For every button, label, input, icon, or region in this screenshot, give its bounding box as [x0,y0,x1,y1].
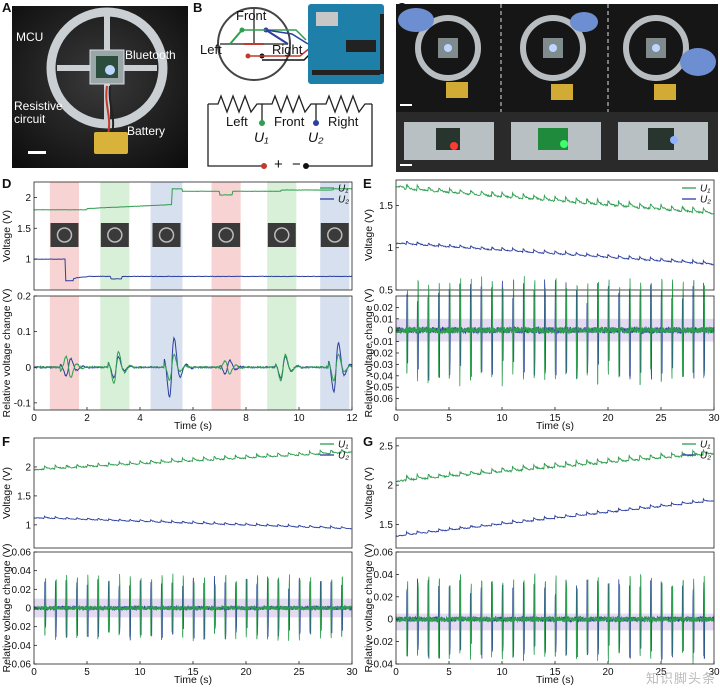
f-legend-u1: U₁ [338,440,348,451]
e-relative-xtick: 10 [496,413,508,424]
d-voltage-u1-line [34,189,352,210]
f-legend-u2: U₂ [338,451,349,462]
g-relative-ylabel: Relative voltage change (V) [363,544,375,673]
d-relative-xtick: 4 [137,413,143,424]
e-relative-ytick: 0.02 [374,303,394,314]
d-voltage-ytick: 1 [25,255,31,266]
g-relative-xtick: 0 [393,667,399,678]
d-relative-ytick: 0 [25,363,31,374]
d-voltage-ylabel: Voltage (V) [1,210,13,262]
e-voltage-ytick: 1 [387,243,393,254]
g-relative-ytick: 0 [387,615,393,626]
d-relative-xtick: 2 [84,413,90,424]
g-legend-u1: U₁ [700,440,710,451]
f-relative-ytick: 0.02 [12,585,32,596]
e-relative-xtick: 25 [655,413,667,424]
e-voltage-ytick: 0.5 [379,286,393,297]
e-xlabel: Time (s) [536,420,574,432]
d-relative-ylabel: Relative voltage change (V) [1,289,13,418]
g-voltage-frame [396,438,714,548]
d-thumbnail [212,223,240,247]
d-relative-xtick: 12 [346,413,358,424]
e-voltage-ylabel: Voltage (V) [363,209,375,261]
g-relative-xtick: 10 [496,667,508,678]
f-voltage-ylabel: Voltage (V) [1,467,13,519]
e-relative-ytick: 0 [387,326,393,337]
d-band-blue [320,296,349,410]
g-voltage-ytick: 1.5 [379,520,393,531]
f-voltage-ytick: 1.5 [17,491,31,502]
e-relative-ytick: 0.01 [374,314,394,325]
g-relative-u1-line [396,574,714,665]
f-xlabel: Time (s) [174,674,212,686]
g-relative-xtick: 20 [602,667,614,678]
g-legend-u2: U₂ [700,451,711,462]
f-voltage-ytick: 2 [25,462,31,473]
e-legend-u2: U₂ [700,195,711,206]
d-thumbnail [50,223,78,247]
d-relative-xtick: 8 [243,413,249,424]
f-relative-xtick: 25 [293,667,305,678]
e-relative-xtick: 5 [446,413,452,424]
g-relative-ytick: 0.06 [374,548,394,559]
d-voltage-ytick: 1.5 [17,224,31,235]
d-relative-ytick: -0.1 [14,398,32,409]
e-legend-u1: U₁ [700,184,710,195]
d-relative-xtick: 0 [31,413,37,424]
e-relative-ylabel: Relative voltage change (V) [363,289,375,418]
d-voltage-frame [34,182,352,290]
e-voltage-u2-line [396,241,714,265]
d-voltage-ytick: 2 [25,193,31,204]
d-band-red [50,296,79,410]
d-voltage-u2-line [34,259,352,281]
g-relative-xtick: 5 [446,667,452,678]
d-thumbnail [268,223,296,247]
d-thumbnail [321,223,349,247]
d-thumbnail [101,223,129,247]
f-relative-xtick: 10 [134,667,146,678]
f-relative-xtick: 20 [240,667,252,678]
f-relative-xtick: 30 [346,667,358,678]
d-band-green [267,296,296,410]
g-voltage-ylabel: Voltage (V) [363,467,375,519]
g-relative-ytick: 0.04 [374,570,394,581]
d-relative-frame [34,296,352,410]
d-legend-u2: U₂ [338,195,349,206]
g-relative-ytick: 0.02 [374,592,394,603]
f-relative-xtick: 5 [84,667,90,678]
f-relative-ytick: 0 [25,604,31,615]
g-xlabel: Time (s) [536,674,574,686]
d-xlabel: Time (s) [174,420,212,432]
f-relative-xtick: 0 [31,667,37,678]
f-relative-ylabel: Relative voltage change (V) [1,544,13,673]
f-relative-ytick: 0.06 [12,548,32,559]
watermark: 知识脚头条 [646,668,716,687]
d-band-blue [151,296,183,410]
g-voltage-u2-line [396,499,714,537]
g-voltage-ytick: 2 [387,481,393,492]
d-legend-u1: U₁ [338,184,348,195]
e-voltage-ytick: 1.5 [379,201,393,212]
f-voltage-ytick: 1 [25,520,31,531]
e-voltage-u1-line [396,184,714,214]
e-relative-xtick: 0 [393,413,399,424]
d-relative-ytick: 0.1 [17,327,31,338]
d-thumbnail [153,223,181,247]
d-band-red [212,296,241,410]
f-voltage-frame [34,438,352,548]
f-voltage-u2-line [34,516,352,529]
e-relative-xtick: 20 [602,413,614,424]
d-relative-ytick: 0.2 [17,292,31,303]
d-relative-xtick: 10 [293,413,305,424]
e-relative-xtick: 30 [708,413,720,424]
g-voltage-u1-line [396,449,714,481]
d-band-green [100,296,129,410]
f-relative-ytick: 0.04 [12,566,32,577]
g-voltage-ytick: 2.5 [379,441,393,452]
f-voltage-u1-line [34,450,352,470]
